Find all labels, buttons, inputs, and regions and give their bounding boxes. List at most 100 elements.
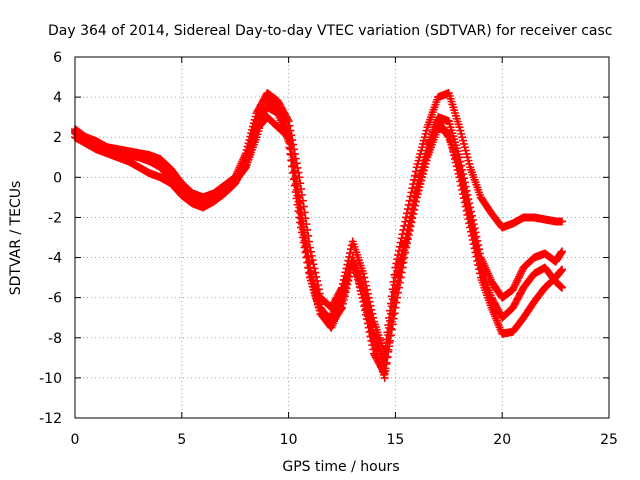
data-point <box>396 238 405 247</box>
data-point <box>297 185 306 194</box>
data-point <box>284 133 293 142</box>
data-point <box>283 115 292 124</box>
data-point <box>368 330 377 339</box>
data-point <box>472 242 481 251</box>
data-point <box>390 270 399 279</box>
series-track-3 <box>71 89 567 358</box>
data-point <box>391 289 400 298</box>
data-point <box>304 231 313 240</box>
data-point <box>294 197 303 206</box>
data-point <box>298 196 307 205</box>
data-point <box>512 278 521 287</box>
y-tick-label: -8 <box>48 331 62 347</box>
data-point <box>408 209 417 218</box>
data-point <box>411 193 420 202</box>
data-point <box>384 345 393 354</box>
data-point <box>286 126 295 135</box>
y-tick-label: -4 <box>48 251 62 267</box>
data-point <box>388 310 397 319</box>
series-group <box>71 89 567 382</box>
data-point <box>394 276 403 285</box>
y-tick-label: 0 <box>53 170 62 186</box>
data-point <box>408 184 417 193</box>
data-point <box>296 218 305 227</box>
data-point <box>402 233 411 242</box>
data-point <box>289 162 298 171</box>
data-point <box>364 315 373 324</box>
data-point <box>474 251 483 260</box>
data-point <box>341 282 350 291</box>
data-point <box>510 281 519 290</box>
data-point <box>380 373 389 382</box>
data-point <box>346 264 355 273</box>
data-point <box>513 276 522 285</box>
data-point <box>475 259 484 268</box>
data-point <box>369 334 378 343</box>
chart-title: Day 364 of 2014, Sidereal Day-to-day VTE… <box>48 23 612 39</box>
x-tick-label: 15 <box>386 432 404 448</box>
data-point <box>410 201 419 210</box>
data-point <box>290 149 299 158</box>
data-point <box>410 171 419 180</box>
data-point <box>363 312 372 321</box>
data-point <box>508 285 517 294</box>
data-point <box>338 294 347 303</box>
data-point <box>296 208 305 217</box>
data-point <box>386 324 395 333</box>
data-point <box>462 196 471 205</box>
data-point <box>296 179 305 188</box>
data-point <box>303 253 312 262</box>
data-point <box>289 175 298 184</box>
data-point <box>295 173 304 182</box>
data-point <box>289 168 298 177</box>
data-point <box>394 272 403 281</box>
data-point <box>343 275 352 284</box>
series-track-4 <box>71 113 567 382</box>
series-track-1 <box>71 97 567 368</box>
data-point <box>403 229 412 238</box>
data-point <box>515 272 524 281</box>
data-point <box>471 238 480 247</box>
data-point <box>402 237 411 246</box>
data-point <box>289 140 298 149</box>
data-point <box>301 242 310 251</box>
y-tick-label: -6 <box>48 291 62 307</box>
data-point <box>283 132 292 141</box>
data-point <box>295 203 304 212</box>
data-point <box>293 163 302 172</box>
data-point <box>309 260 318 269</box>
data-point <box>409 205 418 214</box>
data-point <box>516 269 525 278</box>
data-point <box>459 184 468 193</box>
data-point <box>359 293 368 302</box>
data-point <box>290 181 299 190</box>
data-point <box>368 309 377 318</box>
data-point <box>392 285 401 294</box>
data-point <box>340 286 349 295</box>
y-axis-ticks: -12 -10 -8 -6 -4 -2 0 2 4 6 <box>39 50 609 427</box>
data-point <box>290 174 299 183</box>
y-tick-label: 6 <box>53 50 62 66</box>
data-point <box>443 131 452 140</box>
data-point <box>467 221 476 230</box>
data-point <box>381 366 390 375</box>
x-axis-label: GPS time / hours <box>282 459 399 475</box>
data-point <box>397 234 406 243</box>
data-point <box>410 197 419 206</box>
x-tick-label: 5 <box>177 432 186 448</box>
data-point <box>337 285 346 294</box>
x-tick-label: 10 <box>280 432 298 448</box>
data-point <box>387 317 396 326</box>
data-point <box>367 305 376 314</box>
data-point <box>407 213 416 222</box>
data-point <box>298 225 307 234</box>
data-point <box>516 270 524 279</box>
data-point <box>456 167 465 176</box>
data-point <box>284 117 293 126</box>
data-point <box>463 200 472 209</box>
data-point <box>469 230 478 239</box>
data-point <box>285 139 294 148</box>
data-point <box>282 131 291 140</box>
data-point <box>517 267 526 276</box>
data-point <box>386 331 395 340</box>
